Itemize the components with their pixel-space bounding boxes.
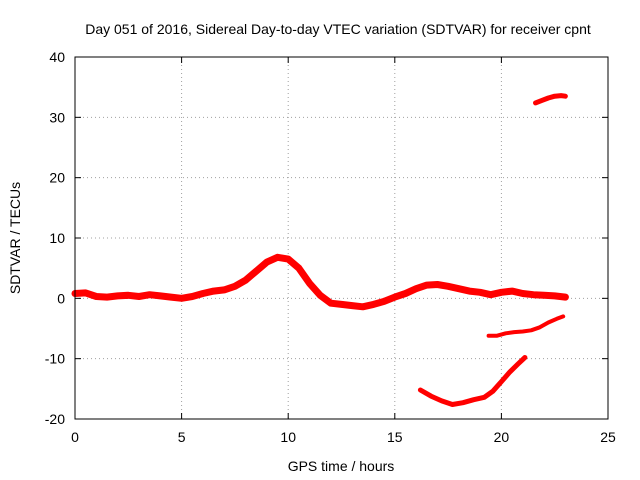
data-series [71, 93, 569, 407]
series-main-band [71, 253, 569, 311]
x-axis-label: GPS time / hours [288, 458, 395, 474]
grid-lines [75, 57, 608, 419]
x-tick-label: 25 [600, 429, 616, 445]
series-lower-branch [417, 355, 528, 407]
y-tick-label: 30 [49, 109, 65, 125]
y-tick-label: 40 [49, 49, 65, 65]
x-tick-label: 15 [387, 429, 403, 445]
y-tick-label: -10 [45, 351, 65, 367]
tick-labels: 0 5 10 15 20 25 -20 -10 0 10 20 30 40 [45, 49, 616, 445]
y-axis-label: SDTVAR / TECUs [7, 182, 23, 294]
series-upper-branch [533, 93, 568, 106]
chart-title: Day 051 of 2016, Sidereal Day-to-day VTE… [85, 21, 591, 37]
axis-ticks [74, 56, 609, 420]
x-tick-label: 20 [494, 429, 510, 445]
y-tick-label: -20 [45, 411, 65, 427]
x-tick-label: 5 [178, 429, 186, 445]
plot-frame [74, 56, 609, 420]
x-tick-label: 0 [71, 429, 79, 445]
y-tick-label: 10 [49, 230, 65, 246]
series-middle-branch [486, 314, 566, 338]
y-tick-label: 20 [49, 170, 65, 186]
x-tick-label: 10 [280, 429, 296, 445]
y-tick-label: 0 [57, 290, 65, 306]
